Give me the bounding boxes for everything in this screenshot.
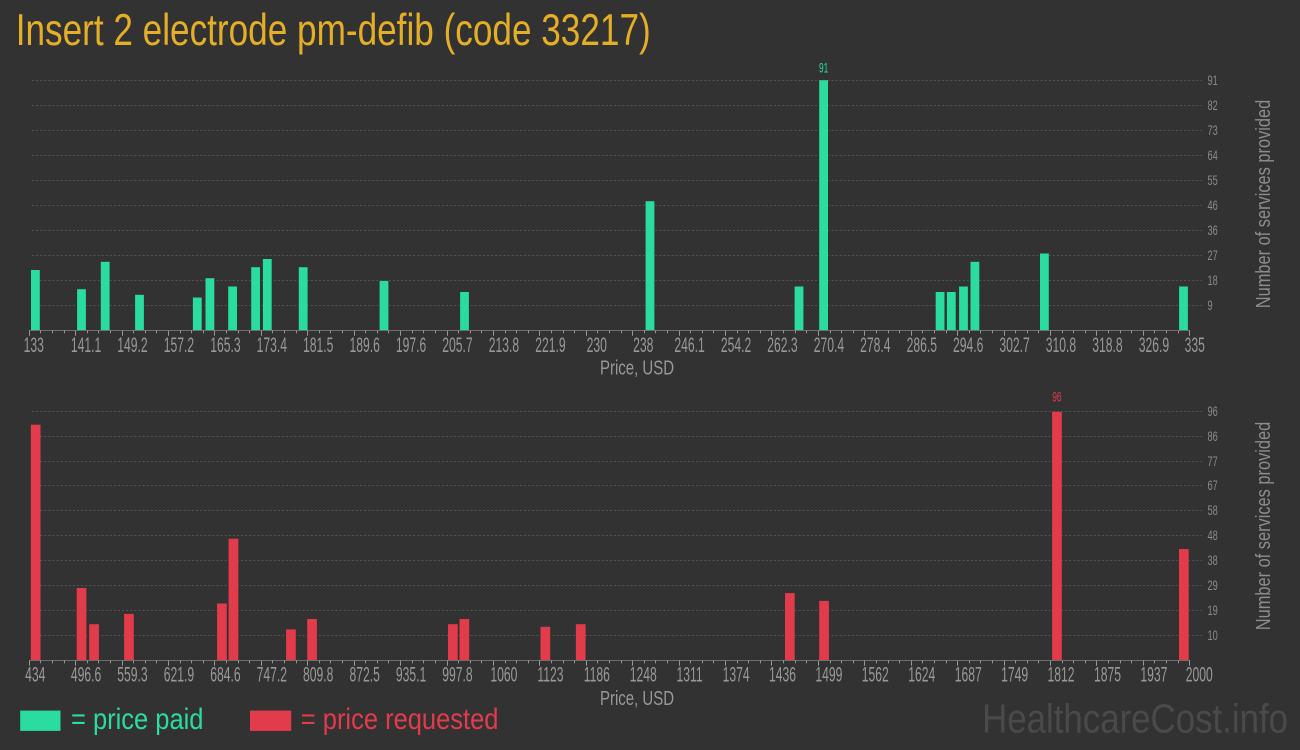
svg-text:997.8: 997.8: [442, 662, 472, 687]
svg-text:1060: 1060: [490, 662, 517, 687]
svg-text:181.5: 181.5: [303, 332, 333, 357]
svg-text:747.2: 747.2: [257, 662, 287, 687]
svg-text:2000: 2000: [1186, 662, 1213, 687]
svg-text:96: 96: [1208, 403, 1219, 420]
svg-text:58: 58: [1208, 502, 1219, 519]
svg-text:1562: 1562: [862, 662, 889, 687]
svg-text:18: 18: [1208, 272, 1219, 289]
svg-text:496.6: 496.6: [71, 662, 101, 687]
svg-text:173.4: 173.4: [257, 332, 288, 357]
svg-text:254.2: 254.2: [721, 332, 751, 357]
svg-text:165.3: 165.3: [210, 332, 240, 357]
svg-text:Number of services provided: Number of services provided: [1251, 100, 1274, 308]
svg-text:48: 48: [1208, 527, 1219, 544]
svg-text:29: 29: [1208, 577, 1219, 594]
svg-text:36: 36: [1208, 222, 1219, 239]
svg-text:= price paid: = price paid: [71, 702, 203, 735]
svg-text:HealthcareCost.info: HealthcareCost.info: [982, 697, 1288, 742]
svg-text:1812: 1812: [1047, 662, 1074, 687]
svg-text:1123: 1123: [537, 662, 563, 687]
svg-text:434: 434: [25, 662, 45, 687]
svg-text:809.8: 809.8: [303, 662, 333, 687]
svg-text:133: 133: [24, 332, 44, 357]
svg-text:91: 91: [1208, 72, 1219, 89]
svg-text:96: 96: [1052, 390, 1061, 405]
svg-text:141.1: 141.1: [71, 332, 101, 357]
svg-text:335: 335: [1185, 332, 1205, 357]
svg-text:Insert 2 electrode pm-defib (c: Insert 2 electrode pm-defib (code 33217): [16, 6, 651, 55]
svg-text:213.8: 213.8: [489, 332, 519, 357]
svg-text:1311: 1311: [677, 662, 703, 687]
svg-text:310.8: 310.8: [1046, 332, 1076, 357]
svg-text:1186: 1186: [584, 662, 610, 687]
svg-text:559.3: 559.3: [117, 662, 147, 687]
svg-text:262.3: 262.3: [767, 332, 797, 357]
svg-text:10: 10: [1208, 627, 1219, 644]
svg-text:27: 27: [1208, 247, 1218, 264]
svg-text:Number of services provided: Number of services provided: [1251, 422, 1274, 630]
svg-text:55: 55: [1208, 172, 1219, 189]
svg-text:197.6: 197.6: [396, 332, 426, 357]
svg-text:157.2: 157.2: [164, 332, 194, 357]
svg-text:Price, USD: Price, USD: [600, 687, 674, 710]
svg-text:621.9: 621.9: [164, 662, 194, 687]
svg-text:91: 91: [819, 61, 828, 76]
svg-text:872.5: 872.5: [350, 662, 380, 687]
svg-text:86: 86: [1208, 428, 1219, 445]
svg-text:221.9: 221.9: [535, 332, 565, 357]
svg-text:230: 230: [587, 332, 607, 357]
svg-text:= price requested: = price requested: [301, 702, 499, 735]
svg-text:238: 238: [633, 332, 653, 357]
svg-text:1436: 1436: [769, 662, 796, 687]
svg-text:684.6: 684.6: [210, 662, 240, 687]
svg-text:246.1: 246.1: [674, 332, 704, 357]
svg-text:1937: 1937: [1140, 662, 1167, 687]
svg-text:82: 82: [1208, 97, 1218, 114]
svg-text:302.7: 302.7: [999, 332, 1029, 357]
svg-text:1749: 1749: [1001, 662, 1028, 687]
svg-text:189.6: 189.6: [350, 332, 380, 357]
svg-text:38: 38: [1208, 552, 1219, 569]
svg-text:326.9: 326.9: [1139, 332, 1169, 357]
svg-text:73: 73: [1208, 122, 1219, 139]
svg-text:1374: 1374: [723, 662, 750, 687]
svg-text:1875: 1875: [1094, 662, 1121, 687]
svg-text:286.5: 286.5: [907, 332, 937, 357]
svg-text:19: 19: [1208, 602, 1219, 619]
svg-text:205.7: 205.7: [442, 332, 472, 357]
svg-text:64: 64: [1208, 147, 1219, 164]
svg-text:1687: 1687: [955, 662, 982, 687]
svg-text:1624: 1624: [908, 662, 935, 687]
svg-text:67: 67: [1208, 477, 1218, 494]
svg-text:318.8: 318.8: [1092, 332, 1122, 357]
svg-text:270.4: 270.4: [814, 332, 845, 357]
svg-text:294.6: 294.6: [953, 332, 983, 357]
svg-text:149.2: 149.2: [117, 332, 147, 357]
svg-text:46: 46: [1208, 197, 1219, 214]
svg-text:935.1: 935.1: [396, 662, 426, 687]
svg-text:278.4: 278.4: [860, 332, 891, 357]
svg-text:1499: 1499: [815, 662, 842, 687]
svg-text:9: 9: [1208, 297, 1213, 314]
svg-text:1248: 1248: [630, 662, 657, 687]
svg-text:Price, USD: Price, USD: [600, 356, 674, 379]
svg-text:77: 77: [1208, 453, 1218, 470]
